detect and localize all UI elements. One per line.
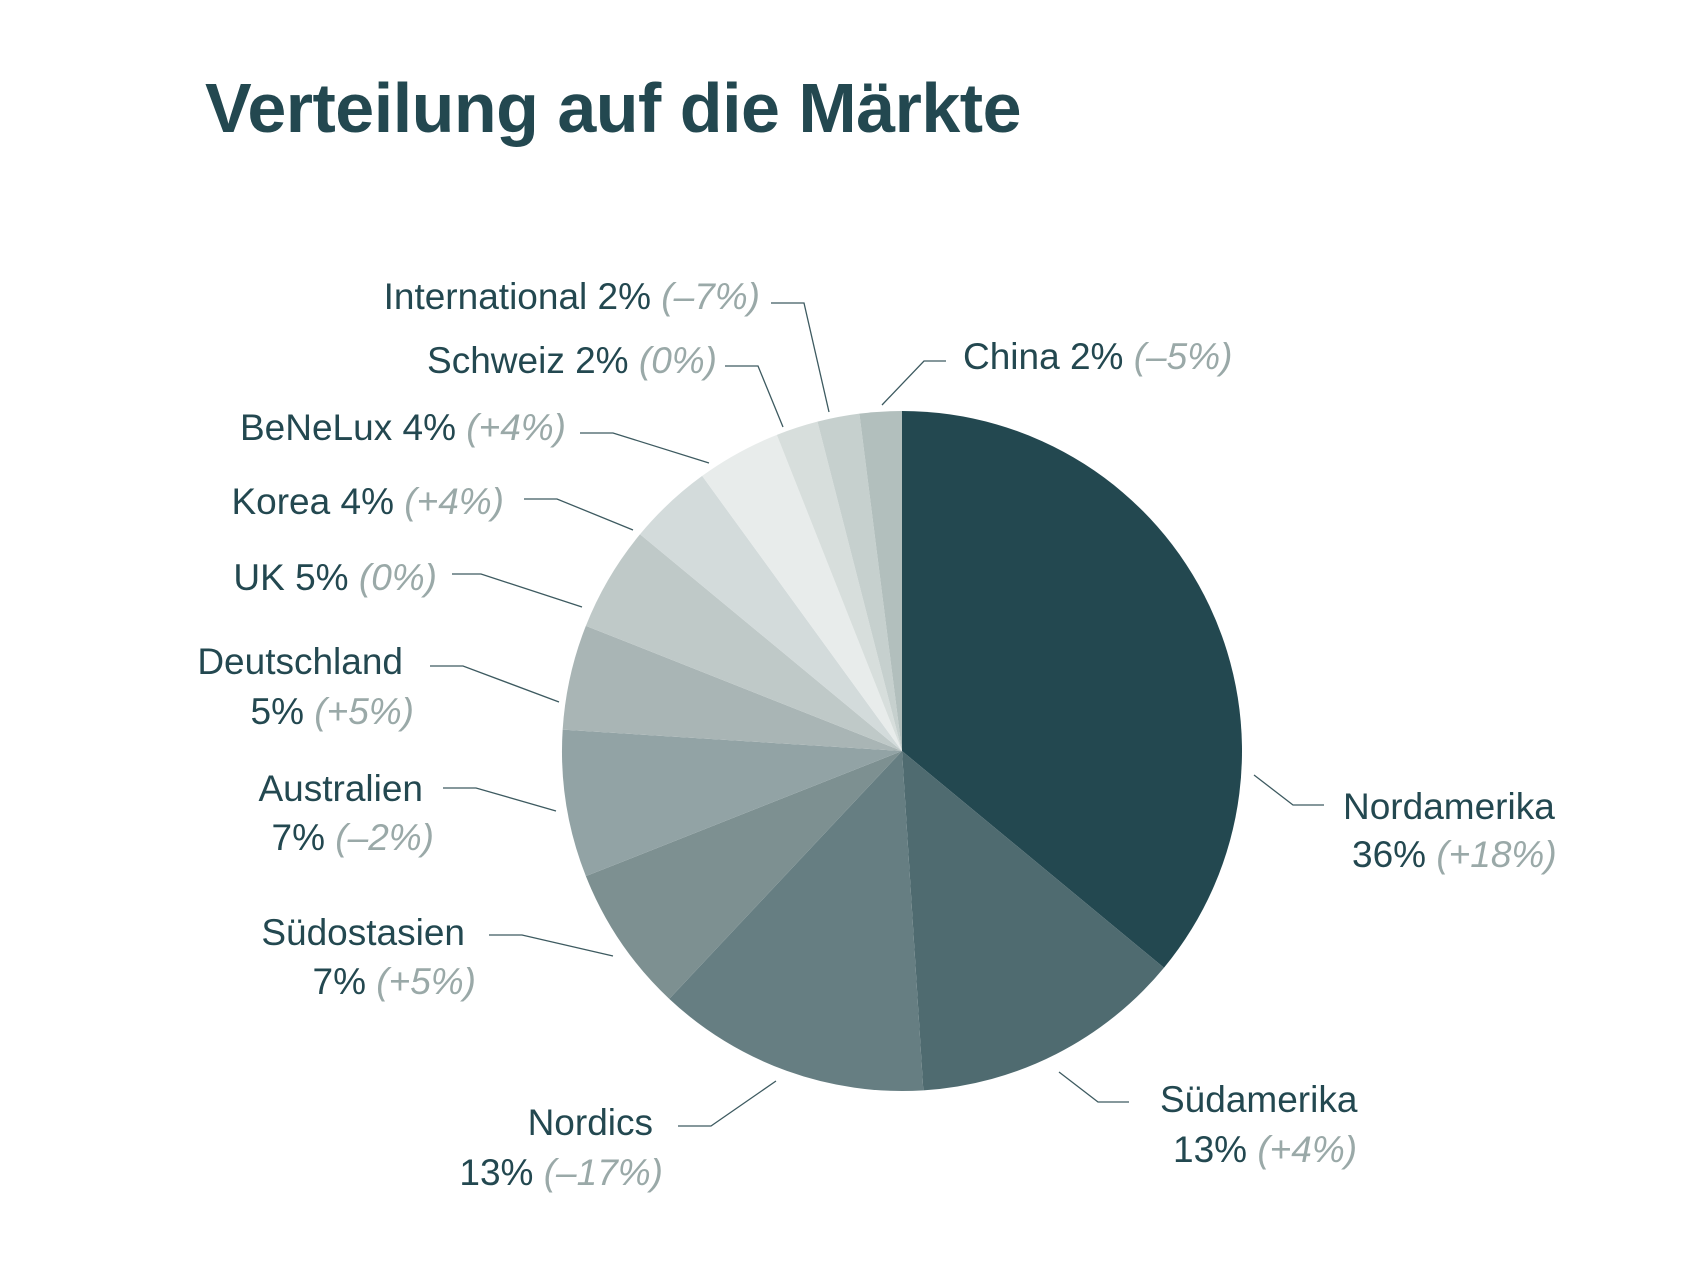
slice-change: (–5%) xyxy=(1133,336,1233,377)
leader-line-international xyxy=(771,302,830,413)
slice-name: BeNeLux xyxy=(240,407,393,448)
data-label-nordamerika: Nordamerika xyxy=(1343,788,1555,825)
slice-percent: 7% xyxy=(312,961,366,1002)
pie-slice-korea xyxy=(640,475,902,751)
data-value-nordics: 13% (–17%) xyxy=(459,1154,663,1191)
leader-line-südamerika xyxy=(1058,1071,1129,1103)
pie-slice-uk xyxy=(585,534,902,751)
slice-percent: 2% xyxy=(575,340,629,381)
leader-line-nordics xyxy=(678,1080,777,1127)
slice-change: (+5%) xyxy=(314,691,414,732)
slice-name: Schweiz xyxy=(427,340,565,381)
pie-slice-schweiz xyxy=(776,421,902,751)
leader-line-nordamerika xyxy=(1253,774,1324,806)
pie-slice-südostasien xyxy=(585,751,902,999)
data-value-nordamerika: 36% (+18%) xyxy=(1352,836,1557,873)
data-label-international: International 2% (–7%) xyxy=(384,278,760,315)
slice-percent: 36% xyxy=(1352,834,1427,875)
slice-name: Südamerika xyxy=(1160,1079,1358,1120)
slice-percent: 5% xyxy=(250,691,304,732)
slice-change: (+4%) xyxy=(404,481,504,522)
pie-slice-benelux xyxy=(702,434,902,751)
leader-line-deutschland xyxy=(430,665,560,703)
slice-change: (0%) xyxy=(638,340,717,381)
slice-name: China xyxy=(963,336,1060,377)
data-label-uk: UK 5% (0%) xyxy=(233,559,437,596)
pie-slice-südamerika xyxy=(902,751,1164,1091)
slice-name: Korea xyxy=(231,481,331,522)
slice-change: (–17%) xyxy=(543,1152,663,1193)
data-value-deutschland: 5% (+5%) xyxy=(251,693,415,730)
pie-slice-australien xyxy=(561,729,902,877)
data-label-australien: Australien xyxy=(258,770,423,807)
slice-name: International xyxy=(383,276,588,317)
pie-slice-deutschland xyxy=(562,625,902,751)
data-label-schweiz: Schweiz 2% (0%) xyxy=(427,342,717,379)
slice-percent: 4% xyxy=(340,481,394,522)
data-label-deutschland: Deutschland xyxy=(197,643,403,680)
data-label-südamerika: Südamerika xyxy=(1160,1081,1357,1118)
data-value-südostasien: 7% (+5%) xyxy=(313,963,477,1000)
pie-slice-nordics xyxy=(669,751,924,1091)
chart-title: Verteilung auf die Märkte xyxy=(205,69,1022,147)
slice-change: (–2%) xyxy=(335,817,434,858)
data-label-benelux: BeNeLux 4% (+4%) xyxy=(240,409,566,446)
slice-percent: 5% xyxy=(295,557,349,598)
slice-percent: 2% xyxy=(597,276,652,317)
slice-name: Australien xyxy=(258,768,423,809)
slice-percent: 4% xyxy=(402,407,456,448)
slice-name: Südostasien xyxy=(261,912,465,953)
leader-line-china xyxy=(881,360,946,406)
data-label-südostasien: Südostasien xyxy=(261,914,465,951)
slice-change: (+4%) xyxy=(466,407,566,448)
slice-name: Nordamerika xyxy=(1343,786,1555,827)
slice-name: UK xyxy=(233,557,285,598)
slice-change: (–7%) xyxy=(661,276,760,317)
slice-change: (+18%) xyxy=(1436,834,1557,875)
leader-line-schweiz xyxy=(725,365,784,428)
slice-percent: 7% xyxy=(271,817,326,858)
leader-line-uk xyxy=(452,573,583,608)
slice-percent: 13% xyxy=(459,1152,534,1193)
slice-change: (+4%) xyxy=(1257,1129,1358,1170)
pie-slice-international xyxy=(817,413,902,751)
leader-line-korea xyxy=(524,498,634,531)
slice-change: (0%) xyxy=(358,557,437,598)
slice-change: (+5%) xyxy=(376,961,476,1002)
pie-slice-china xyxy=(859,411,902,751)
data-label-china: China 2% (–5%) xyxy=(963,338,1232,375)
slice-name: Nordics xyxy=(527,1102,653,1143)
slice-percent: 13% xyxy=(1173,1129,1248,1170)
leader-line-südostasien xyxy=(489,934,614,957)
pie-slice-nordamerika xyxy=(902,411,1243,968)
leader-line-australien xyxy=(443,787,557,812)
leader-line-benelux xyxy=(580,432,710,464)
slice-percent: 2% xyxy=(1069,336,1124,377)
data-value-australien: 7% (–2%) xyxy=(272,819,434,856)
slice-name: Deutschland xyxy=(197,641,403,682)
data-label-nordics: Nordics xyxy=(528,1104,653,1141)
data-value-südamerika: 13% (+4%) xyxy=(1173,1131,1357,1168)
data-label-korea: Korea 4% (+4%) xyxy=(231,483,504,520)
